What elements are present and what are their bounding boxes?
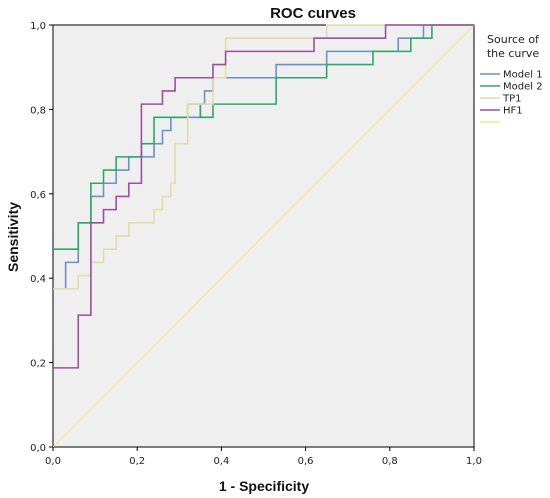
y-tick-label: 0,0 [30,443,46,454]
x-tick-label: 1,0 [466,456,482,467]
y-tick-label: 0,4 [30,274,46,285]
legend-title: Source of [487,33,540,46]
y-tick-label: 0,6 [30,190,46,201]
legend-label: HF1 [503,106,523,117]
legend-title: the curve [487,47,540,60]
x-tick-label: 0,2 [129,456,145,467]
x-tick-label: 0,6 [298,456,314,467]
legend-label: Model 2 [503,82,543,93]
x-tick-label: 0,4 [213,456,229,467]
y-tick-label: 0,8 [30,105,46,116]
chart-title: ROC curves [270,5,356,22]
legend-label: TP1 [502,94,522,105]
ticks-group: 0,0 0,2 0,4 0,6 0,8 1,0 0,0 0,2 0,4 0,6 0,8 1,0 [30,21,482,467]
x-axis-title: 1 - Specificity [219,478,309,494]
series-line-tp1 [53,24,474,290]
reference-line [52,24,475,448]
legend-label: Model 1 [503,70,543,81]
y-tick-label: 1,0 [30,21,46,32]
y-tick-label: 0,2 [30,359,46,370]
x-tick-label: 0,0 [45,456,61,467]
x-tick-label: 0,8 [382,456,398,467]
y-axis-title: Sensitivity [5,202,21,272]
series-group [52,24,475,448]
series-line-hf1 [53,24,474,369]
